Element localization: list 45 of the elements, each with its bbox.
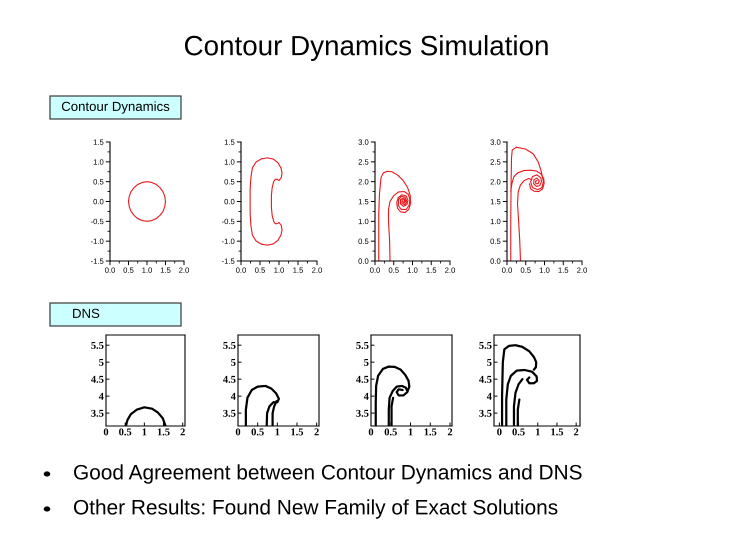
x-tick-label: 1 xyxy=(142,428,146,436)
x-tick-label: 1 xyxy=(408,428,413,436)
y-tick-label: 5.5 xyxy=(91,342,104,349)
y-tick-label: 4.5 xyxy=(223,376,236,383)
y-tick-label: 3.5 xyxy=(479,410,492,417)
y-tick-label: 5 xyxy=(231,358,236,366)
chart-title: Contour Dynamics xyxy=(62,101,170,114)
y-tick-label: 5.5 xyxy=(356,342,369,349)
y-tick-label: 4 xyxy=(230,392,236,400)
x-tick-label: 0.5 xyxy=(512,428,525,436)
x-tick-label: 0 xyxy=(104,428,108,436)
y-tick-label: 5.5 xyxy=(223,342,236,349)
text: Contour Dynamics Simulation xyxy=(184,35,548,61)
y-tick-label: 4 xyxy=(98,392,104,400)
text: Good Agreement between Contour Dynamics and DNS xyxy=(74,464,582,484)
x-tick-label: 2 xyxy=(448,428,452,436)
x-tick-label: 1.5 xyxy=(424,428,436,436)
y-tick-label: 5 xyxy=(364,358,369,366)
x-tick-label: 1.5 xyxy=(551,428,564,436)
x-tick-label: 1.5 xyxy=(158,428,170,436)
y-tick-label: 4.5 xyxy=(356,376,369,383)
chart-title: DNS xyxy=(73,308,100,318)
x-tick-label: 1.5 xyxy=(291,428,304,436)
x-tick-label: 0.5 xyxy=(384,428,397,436)
x-tick-label: 1 xyxy=(536,428,540,436)
x-tick-label: 0.5 xyxy=(119,428,132,436)
y-tick-label: 3.5 xyxy=(91,410,104,417)
y-tick-label: 5.5 xyxy=(479,342,492,349)
y-tick-label: 5 xyxy=(99,358,104,366)
text: Other Results: Found New Family of Exact Solutions xyxy=(74,499,558,519)
y-tick-label: 4 xyxy=(364,392,369,400)
x-tick-label: 1 xyxy=(276,428,280,436)
x-tick-label: 0 xyxy=(368,428,374,436)
y-tick-label: 3.5 xyxy=(356,410,369,417)
x-tick-label: 0.5 xyxy=(252,428,264,436)
x-tick-label: 2 xyxy=(180,428,185,436)
y-tick-label: 4 xyxy=(486,392,492,400)
y-tick-label: 3.5 xyxy=(223,410,236,417)
x-tick-label: 0 xyxy=(236,428,240,436)
x-tick-label: 0 xyxy=(497,428,502,436)
x-tick-label: 2 xyxy=(574,428,578,436)
x-tick-label: 2 xyxy=(314,428,319,436)
y-tick-label: 4.5 xyxy=(479,376,492,383)
y-tick-label: 5 xyxy=(487,358,492,366)
y-tick-label: 4.5 xyxy=(91,376,104,383)
